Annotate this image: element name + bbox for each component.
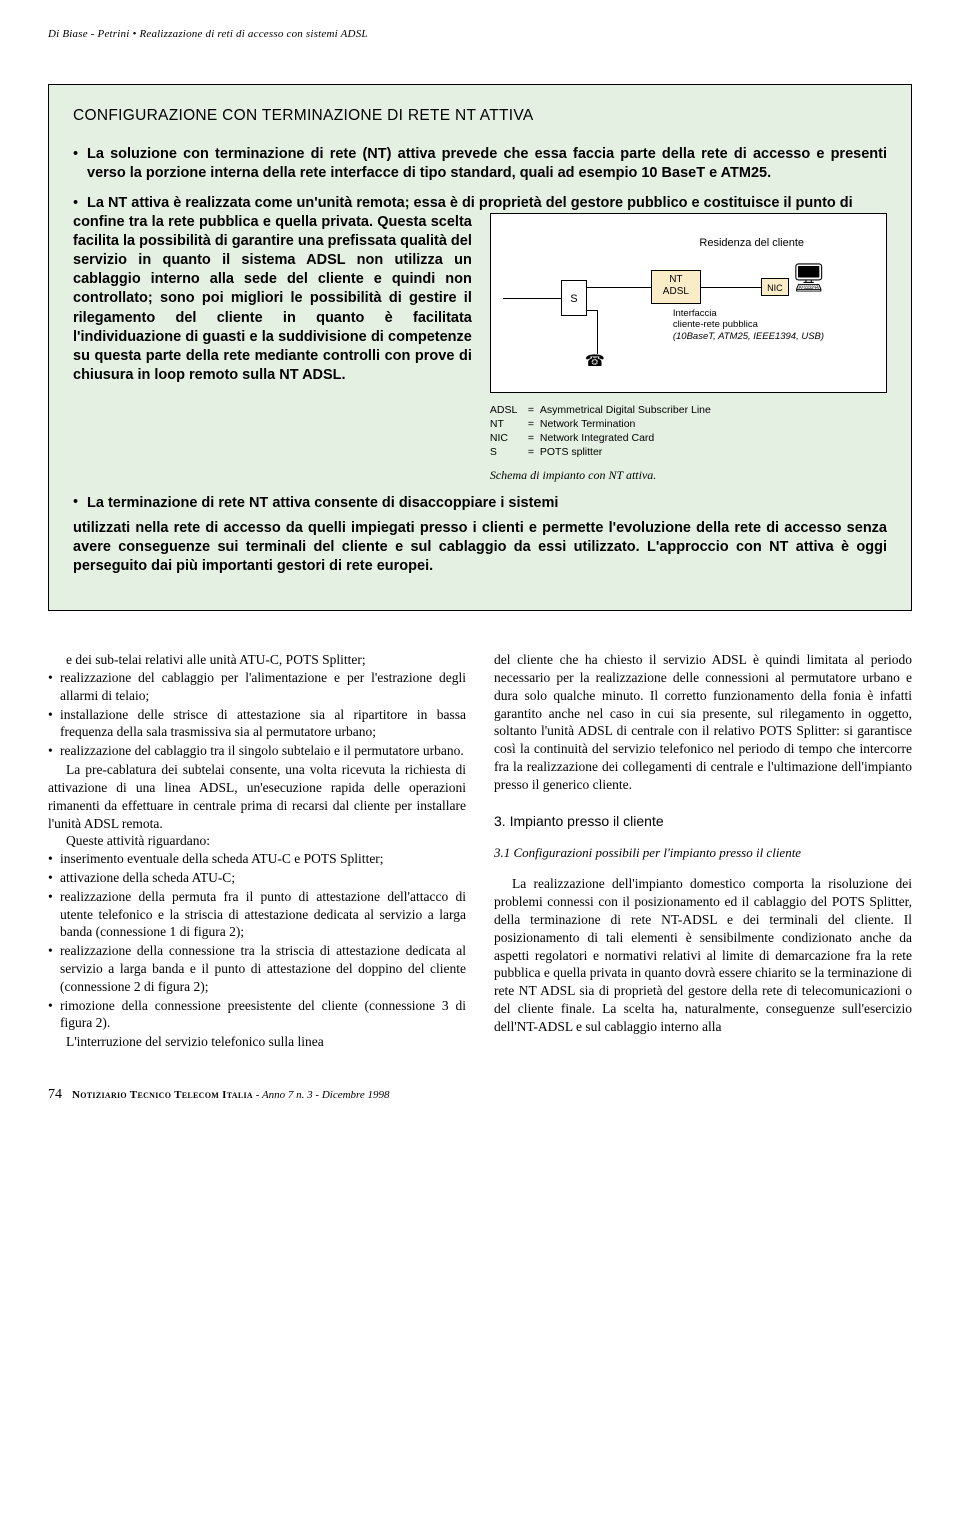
left-li6: realizzazione della permuta fra il punto… <box>48 888 466 941</box>
footer-issue: - Anno 7 n. 3 - Dicembre 1998 <box>256 1089 390 1101</box>
left-p2: Queste attività riguardano: <box>48 832 466 850</box>
fig-line <box>701 287 763 288</box>
box-b2-left: confine tra la rete pubblica e quella pr… <box>73 213 472 385</box>
figure-caption: Schema di impianto con NT attiva. <box>490 468 887 484</box>
bullet-icon <box>73 194 87 213</box>
box-bullet-3: La terminazione di rete NT attiva consen… <box>73 493 887 576</box>
left-p0: e dei sub-telai relativi alle unità ATU-… <box>48 651 466 669</box>
right-p0: del cliente che ha chiesto il servizio A… <box>494 651 912 794</box>
box-bullet-1: La soluzione con terminazione di rete (N… <box>73 145 887 184</box>
nt-attiva-figure: Residenza del cliente S ☎ NT ADSL <box>490 213 887 393</box>
computer-icon: 🖥 <box>791 260 827 297</box>
splitter-box: S <box>561 280 587 316</box>
adsl-label: ADSL <box>663 286 689 297</box>
box-title: CONFIGURAZIONE CON TERMINAZIONE DI RETE … <box>73 107 887 125</box>
box-b3-start: La terminazione di rete NT attiva consen… <box>87 495 558 511</box>
nt-adsl-box: NT ADSL <box>651 270 701 304</box>
left-li1: realizzazione del cablaggio per l'alimen… <box>48 669 466 705</box>
box-b2-intro: La NT attiva è realizzata come un'unità … <box>87 195 853 211</box>
bullet-icon <box>73 493 87 512</box>
interface-label: Interfaccia cliente-rete pubblica (10Bas… <box>673 308 824 342</box>
box-bullet-2: La NT attiva è realizzata come un'unità … <box>73 194 887 484</box>
left-li3: realizzazione del cablaggio tra il singo… <box>48 742 466 760</box>
nt-label: NT <box>669 274 682 285</box>
left-li8: rimozione della connessione preesistente… <box>48 997 466 1033</box>
left-p1: La pre-cablatura dei subtelai consente, … <box>48 761 466 832</box>
config-box: CONFIGURAZIONE CON TERMINAZIONE DI RETE … <box>48 84 912 611</box>
left-li2: installazione delle strisce di attestazi… <box>48 706 466 742</box>
left-li4: inserimento eventuale della scheda ATU-C… <box>48 850 466 868</box>
left-p3: L'interruzione del servizio telefonico s… <box>48 1033 466 1051</box>
page-number: 74 <box>48 1087 62 1103</box>
body-columns: e dei sub-telai relativi alle unità ATU-… <box>48 651 912 1051</box>
nic-box: NIC <box>761 278 789 296</box>
page-footer: 74 Notiziario Tecnico Telecom Italia - A… <box>48 1087 912 1103</box>
box-b1-text: La soluzione con terminazione di rete (N… <box>87 146 887 181</box>
running-header: Di Biase - Petrini • Realizzazione di re… <box>48 28 912 40</box>
right-p1: La realizzazione dell'impianto domestico… <box>494 875 912 1035</box>
phone-icon: ☎ <box>585 354 611 370</box>
figure-legend: ADSL=Asymmetrical Digital Subscriber Lin… <box>490 403 887 460</box>
section-3-heading: 3. Impianto presso il cliente <box>494 812 912 830</box>
right-column: del cliente che ha chiesto il servizio A… <box>494 651 912 1051</box>
section-3-1-heading: 3.1 Configurazioni possibili per l'impia… <box>494 844 912 861</box>
left-li7: realizzazione della connessione tra la s… <box>48 942 466 995</box>
left-li5: attivazione della scheda ATU-C; <box>48 869 466 887</box>
fig-line <box>597 310 598 354</box>
box-b3-continuation: utilizzati nella rete di accesso da quel… <box>73 519 887 576</box>
fig-residenza-label: Residenza del cliente <box>699 236 804 251</box>
left-column: e dei sub-telai relativi alle unità ATU-… <box>48 651 466 1051</box>
bullet-icon <box>73 145 87 164</box>
fig-line <box>587 287 651 288</box>
fig-line <box>587 310 597 311</box>
footer-journal: Notiziario Tecnico Telecom Italia <box>72 1089 253 1101</box>
fig-line <box>503 298 561 299</box>
